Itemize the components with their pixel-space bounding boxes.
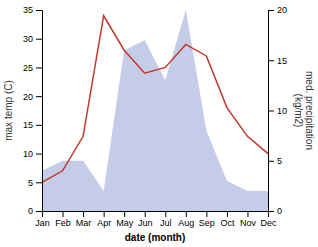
tick-label: 10 [23, 149, 33, 159]
tick-mark [36, 67, 42, 68]
tick-mark [268, 211, 274, 212]
tick: 35 [23, 5, 42, 15]
tick-label: 20 [277, 5, 287, 15]
y2-axis-title: med. precipitation(kg/m2) [293, 71, 315, 150]
x-axis-title: date (month) [125, 232, 186, 243]
title-line: med. precipitation [304, 71, 315, 150]
tick-label: 15 [277, 56, 287, 66]
tick-mark [104, 211, 105, 217]
tick-label: 25 [23, 63, 33, 73]
tick-mark [63, 211, 64, 217]
tick-mark [36, 125, 42, 126]
tick-label: Apr [97, 218, 111, 228]
precipitation-area [42, 10, 268, 211]
tick-label: 15 [23, 120, 33, 130]
tick-label: Jun [138, 218, 153, 228]
temperature-line [42, 16, 268, 183]
tick-label: Feb [55, 218, 71, 228]
tick: 15 [268, 56, 287, 66]
tick-mark [36, 154, 42, 155]
axis-line [43, 212, 269, 218]
tick: Jul [160, 211, 172, 228]
tick-label: Jan [35, 218, 50, 228]
x-axis: Jan Feb Mar Apr May Jun Jul Aug Sep Oct NovDec [35, 211, 277, 228]
tick-label: 35 [23, 5, 33, 15]
tick-mark [36, 182, 42, 183]
tick-label: 30 [23, 34, 33, 44]
tick-label: Aug [178, 218, 194, 228]
tick: May [116, 211, 134, 228]
tick: 30 [23, 34, 42, 44]
tick-mark [186, 211, 187, 217]
tick-label: 10 [277, 106, 287, 116]
tick-label: 0 [277, 206, 282, 216]
tick-mark [165, 211, 166, 217]
tick: 10 [268, 106, 287, 116]
tick-mark [124, 211, 125, 217]
tick-mark [206, 211, 207, 217]
tick: Mar [76, 211, 92, 228]
axis-line [269, 11, 275, 212]
title-line: (kg/m2) [293, 94, 304, 128]
tick: 20 [23, 92, 42, 102]
tick-mark [36, 39, 42, 40]
tick-label: 5 [277, 156, 282, 166]
tick: Feb [55, 211, 71, 228]
tick-mark [36, 10, 42, 11]
tick: Jun [138, 211, 153, 228]
tick: 5 [268, 156, 282, 166]
tick-label: 0 [28, 206, 33, 216]
tick: 0 [28, 206, 42, 216]
tick-mark [145, 211, 146, 217]
tick-label: 20 [23, 92, 33, 102]
tick: Sep [199, 211, 215, 228]
tick: Oct [220, 211, 235, 228]
plot: JanFebMarAprMayJunJulAugSepOctNovDec0510… [3, 5, 315, 243]
tick: Apr [97, 211, 111, 228]
tick: 0 [268, 206, 282, 216]
tick-mark [268, 60, 274, 61]
tick: 15 [23, 120, 42, 130]
tick-label: Dec [260, 218, 277, 228]
tick: 5 [28, 178, 42, 188]
tick-mark [268, 10, 274, 11]
tick: 25 [23, 63, 42, 73]
tick: Nov [240, 211, 257, 228]
tick: Jan [35, 211, 50, 228]
tick-label: Nov [240, 218, 257, 228]
tick-label: Sep [199, 218, 215, 228]
tick-label: Jul [160, 218, 172, 228]
y-axis: 0 5 10 15 20 25 30 35 [23, 5, 43, 216]
y2-axis: 0 5 10 15 20 [268, 5, 287, 216]
tick-mark [227, 211, 228, 217]
chart: JanFebMarAprMayJunJulAugSepOctNovDec0510… [0, 0, 318, 247]
tick-mark [83, 211, 84, 217]
y-axis-title: max temp (C) [3, 80, 14, 141]
tick: 20 [268, 5, 287, 15]
tick: Dec [260, 211, 277, 228]
tick-label: Mar [76, 218, 92, 228]
tick: Aug [178, 211, 194, 228]
tick-mark [268, 111, 274, 112]
tick-mark [36, 211, 42, 212]
tick-label: 5 [28, 178, 33, 188]
tick-mark [36, 96, 42, 97]
axis-line [36, 11, 43, 212]
marks [42, 10, 268, 211]
tick-label: Oct [220, 218, 235, 228]
tick-mark [268, 161, 274, 162]
tick-mark [247, 211, 248, 217]
tick: 10 [23, 149, 42, 159]
tick-label: May [116, 218, 134, 228]
